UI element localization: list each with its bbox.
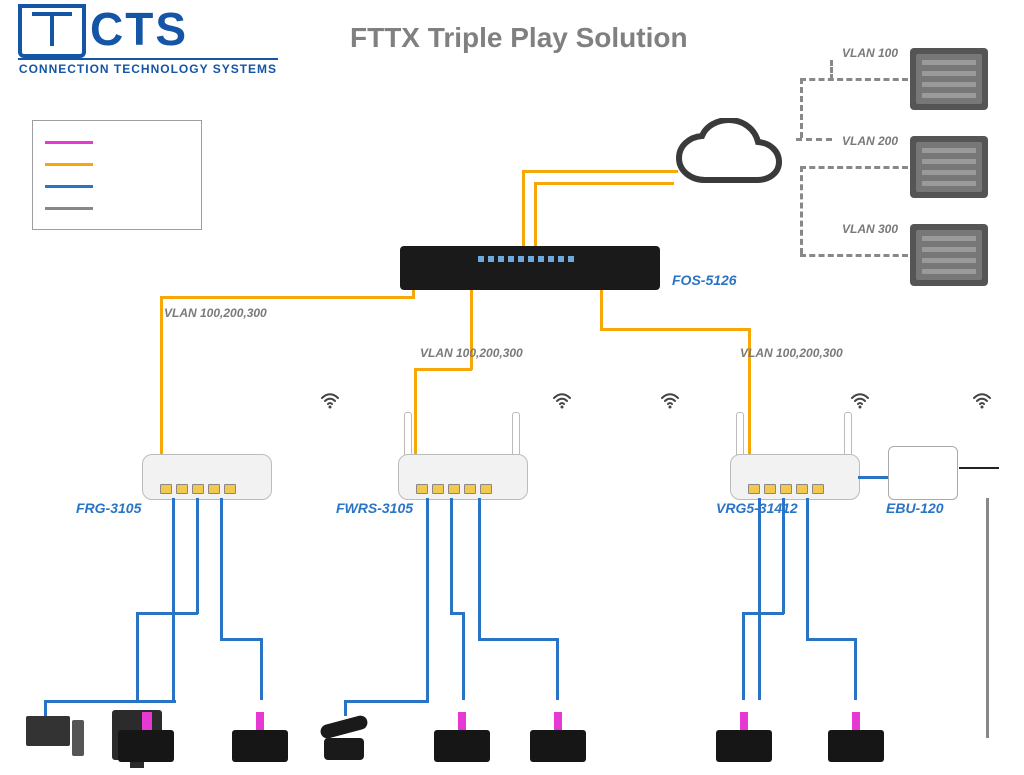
utp-link	[260, 638, 263, 700]
utp-link	[426, 498, 429, 700]
stb-icon	[118, 730, 174, 762]
utp-link	[478, 498, 481, 640]
stb-icon	[434, 730, 490, 762]
trunk-label: VLAN 100,200,300	[164, 306, 267, 320]
utp-link	[854, 638, 857, 700]
device-label: EBU-120	[886, 500, 944, 516]
brand-logo-icon	[18, 8, 86, 58]
server-icon	[910, 136, 988, 198]
utp-link	[478, 638, 558, 641]
vlan-label: VLAN 200	[842, 134, 898, 148]
wifi-icon	[850, 390, 870, 410]
wifi-icon	[320, 390, 340, 410]
brand-tagline: CONNECTION TECHNOLOGY SYSTEMS	[18, 58, 278, 76]
fiber-link	[412, 290, 415, 299]
legend-item	[45, 197, 189, 219]
utp-link	[782, 498, 785, 614]
utp-link	[220, 498, 223, 640]
utp-link	[136, 612, 198, 615]
link-dashed	[800, 78, 803, 138]
wifi-icon	[660, 390, 680, 410]
pc-icon	[26, 716, 80, 760]
device-label: FRG-3105	[76, 500, 141, 516]
utp-link	[858, 476, 888, 479]
utp-link	[344, 700, 347, 716]
utp-link	[742, 612, 745, 700]
link-dashed	[800, 166, 803, 254]
stb-icon	[716, 730, 772, 762]
wifi-icon	[552, 390, 572, 410]
utp-link	[344, 700, 429, 703]
cpe-device	[730, 438, 858, 498]
trunk-label: VLAN 100,200,300	[420, 346, 523, 360]
brand-name: CTS	[90, 2, 188, 56]
legend-item	[45, 131, 189, 153]
coax-link	[986, 498, 989, 738]
link-dashed	[800, 78, 908, 81]
cpe-device	[142, 438, 270, 498]
stb-icon	[828, 730, 884, 762]
utp-link	[556, 638, 559, 700]
utp-link	[172, 498, 175, 700]
diagram-canvas: CTS CONNECTION TECHNOLOGY SYSTEMS FTTX T…	[0, 0, 1024, 775]
utp-link	[758, 498, 761, 700]
trunk-label: VLAN 100,200,300	[740, 346, 843, 360]
stb-icon	[232, 730, 288, 762]
utp-link	[136, 612, 139, 700]
server-icon	[910, 48, 988, 110]
fiber-link	[522, 170, 678, 173]
link-dashed	[796, 138, 832, 141]
fiber-link	[414, 368, 472, 371]
vlan-label: VLAN 300	[842, 222, 898, 236]
utp-link	[44, 700, 47, 716]
utp-link	[806, 638, 856, 641]
core-switch	[400, 246, 660, 290]
server-icon	[910, 224, 988, 286]
brand-logo: CTS CONNECTION TECHNOLOGY SYSTEMS	[18, 6, 278, 76]
stb-icon	[530, 730, 586, 762]
vlan-label: VLAN 100	[842, 46, 898, 60]
legend-item	[45, 153, 189, 175]
ebu-device	[888, 446, 958, 500]
cpe-device	[398, 438, 526, 498]
phone-icon	[324, 720, 364, 760]
fiber-link	[534, 182, 537, 248]
utp-link	[220, 638, 262, 641]
page-title: FTTX Triple Play Solution	[350, 22, 688, 54]
legend-item	[45, 175, 189, 197]
utp-link	[44, 700, 176, 703]
link-dashed	[800, 254, 908, 257]
device-label: FOS-5126	[672, 272, 737, 288]
utp-link	[806, 498, 809, 640]
fiber-link	[522, 170, 525, 248]
link-dashed	[800, 166, 908, 169]
link-dashed	[830, 60, 833, 80]
hdmi-link	[146, 712, 152, 730]
fiber-link	[600, 328, 750, 331]
utp-link	[196, 498, 199, 614]
fiber-link	[534, 182, 674, 185]
utp-link	[450, 498, 453, 614]
fiber-link	[160, 296, 412, 299]
device-label: FWRS-3105	[336, 500, 413, 516]
fiber-link	[600, 290, 603, 330]
fiber-link	[160, 296, 163, 456]
wifi-icon	[972, 390, 992, 410]
utp-link	[742, 612, 784, 615]
utp-link	[462, 612, 465, 700]
legend-box	[32, 120, 202, 230]
cloud-icon	[670, 118, 800, 198]
device-label: VRG5-31412	[716, 500, 798, 516]
